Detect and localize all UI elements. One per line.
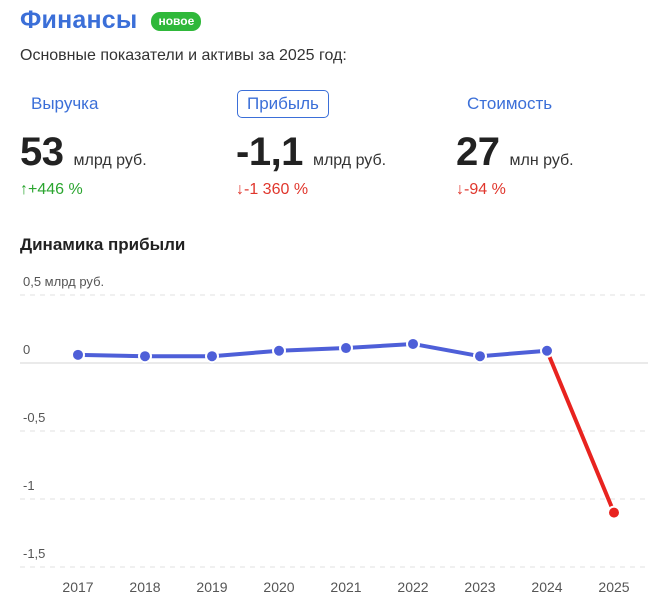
chart-title: Динамика прибыли — [20, 235, 186, 254]
x-tick-label: 2023 — [464, 579, 495, 595]
x-tick-label: 2025 — [598, 579, 629, 595]
x-tick-label: 2019 — [196, 579, 227, 595]
tab-profit[interactable]: Прибыль — [237, 90, 329, 118]
x-tick-label: 2017 — [62, 579, 93, 595]
y-tick-label: 0,5 млрд руб. — [23, 274, 104, 289]
revenue-change: ↑+446 % — [20, 181, 83, 198]
valuation-change: ↓-94 % — [456, 181, 506, 198]
data-point — [540, 343, 554, 358]
tab-revenue[interactable]: Выручка — [31, 94, 99, 113]
data-point — [205, 349, 219, 364]
x-tick-label: 2020 — [263, 579, 294, 595]
metric-profit: Прибыль -1,1 млрд руб. ↓-1 360 % — [236, 90, 386, 199]
series-line-segment — [344, 341, 415, 351]
data-point — [607, 505, 621, 520]
metric-revenue: Выручка 53 млрд руб. ↑+446 % — [20, 90, 147, 199]
y-tick-label: -1 — [23, 478, 35, 493]
data-point — [272, 343, 286, 358]
x-tick-label: 2018 — [129, 579, 160, 595]
valuation-value: 27 — [456, 130, 500, 174]
data-point — [71, 347, 85, 362]
y-tick-label: 0 — [23, 342, 30, 357]
series-line-segment — [277, 346, 348, 353]
x-tick-label: 2024 — [531, 579, 562, 595]
data-point — [339, 341, 353, 356]
data-point — [138, 349, 152, 364]
profit-unit: млрд руб. — [312, 152, 387, 169]
tab-valuation[interactable]: Стоимость — [467, 94, 553, 113]
x-tick-label: 2022 — [397, 579, 428, 595]
y-tick-label: -1,5 — [23, 546, 45, 561]
page-title: Финансы — [20, 6, 138, 34]
data-point — [473, 349, 487, 364]
x-tick-label: 2021 — [330, 579, 361, 595]
series-line-segment — [210, 348, 281, 359]
revenue-unit: млрд руб. — [73, 152, 147, 169]
metric-valuation: Стоимость 27 млн руб. ↓-94 % — [456, 90, 574, 199]
valuation-unit: млн руб. — [509, 152, 574, 169]
y-tick-label: -0,5 — [23, 410, 45, 425]
series-line-segment — [545, 348, 616, 515]
header: Финансы новое — [20, 6, 202, 35]
revenue-value: 53 — [20, 130, 64, 174]
series-line-segment — [478, 348, 549, 359]
data-point — [406, 336, 420, 351]
profit-change: ↓-1 360 % — [236, 181, 309, 198]
profit-chart: 0,5 млрд руб. 0 -0,5 -1 -1,5 2017 2018 2019 2020… — [20, 274, 648, 595]
new-badge: новое — [151, 12, 202, 31]
profit-value: -1,1 — [236, 130, 303, 174]
page-subtitle: Основные показатели и активы за 2025 год… — [20, 47, 347, 64]
series-line-segment — [411, 341, 482, 359]
series-line-segment — [76, 352, 147, 359]
